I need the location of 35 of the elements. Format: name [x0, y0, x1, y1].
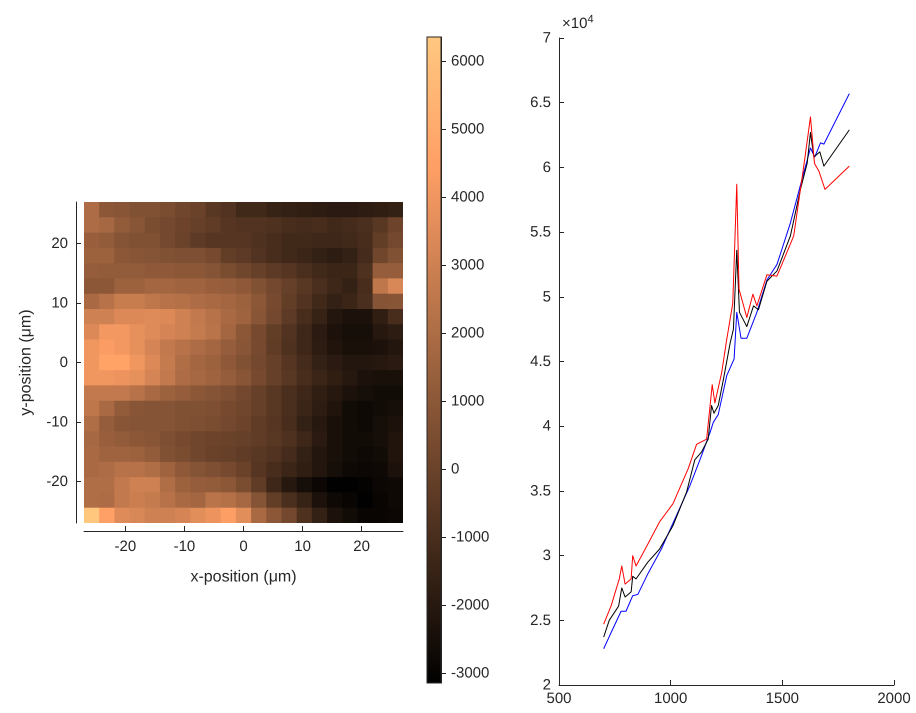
- color-bar-label: 2000: [451, 324, 484, 342]
- y-tick-label: 2.5: [530, 612, 551, 629]
- y-tick-label: 5: [542, 288, 551, 306]
- y-tick-label: 5.5: [530, 224, 551, 241]
- color-bar-label: -3000: [451, 664, 490, 682]
- y-tick-label: 3: [542, 547, 551, 564]
- y-tick-label: 4: [542, 418, 551, 435]
- y-tick-label: -10: [46, 413, 68, 430]
- y-tick-label: 6: [542, 158, 551, 176]
- x-axis-title: x-position (μm): [190, 568, 297, 586]
- color-bar-label: 4000: [451, 188, 484, 206]
- color-bar-label: -2000: [451, 596, 490, 614]
- color-bar-label: -1000: [451, 528, 490, 546]
- color-bar-label: 6000: [451, 52, 484, 70]
- x-tick-label: -20: [114, 538, 136, 555]
- y-tick-label: 3.5: [530, 482, 551, 500]
- color-bar-label: 3000: [451, 256, 484, 274]
- y-tick-label: -20: [46, 472, 68, 490]
- color-bar-label: 1000: [451, 392, 484, 410]
- y-tick-label: 20: [51, 235, 68, 252]
- y-tick-label: 0: [60, 354, 68, 371]
- x-tick-label: 10: [294, 538, 311, 555]
- color-bar-label: 5000: [451, 120, 484, 138]
- y-axis-title: y-position (μm): [18, 309, 34, 416]
- y-tick-label: 6.5: [530, 94, 551, 112]
- x-tick-label: 2000: [877, 690, 911, 707]
- x-tick-label: 1000: [654, 690, 688, 707]
- x-tick-label: -10: [174, 538, 196, 555]
- y-tick-label: 10: [51, 294, 68, 312]
- x-tick-label: 1500: [766, 690, 800, 707]
- y-tick-label: 7: [542, 30, 551, 46]
- color-bar-label: 0: [451, 460, 460, 478]
- y-tick-label: 4.5: [530, 353, 551, 370]
- x-tick-label: 20: [353, 538, 370, 555]
- x-tick-label: 0: [239, 538, 248, 555]
